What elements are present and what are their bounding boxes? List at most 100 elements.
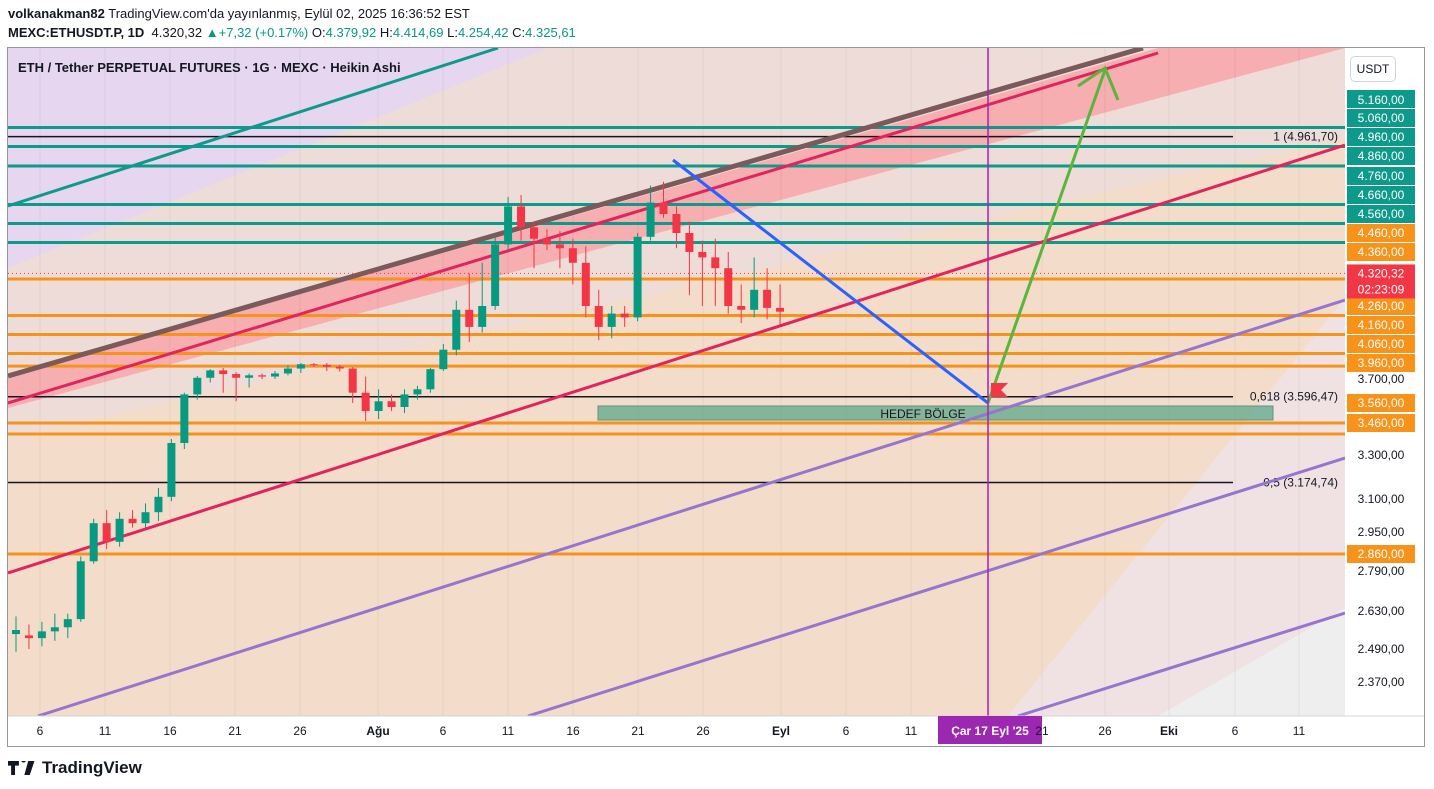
time-tick-label: 26 bbox=[1098, 724, 1112, 738]
candle-body bbox=[348, 368, 357, 393]
candle-body bbox=[517, 206, 526, 228]
price-tick-label: 4.560,00 bbox=[1358, 207, 1405, 221]
time-tick-label: 6 bbox=[37, 724, 44, 738]
price-tick-label: 3.460,00 bbox=[1358, 416, 1405, 430]
candle-body bbox=[776, 307, 785, 312]
price-tick-label: 4.260,00 bbox=[1358, 299, 1405, 313]
candle-body bbox=[206, 370, 215, 378]
price-tag-bg bbox=[1347, 90, 1415, 108]
countdown-label: 02:23:09 bbox=[1358, 282, 1405, 296]
price-tag-bg bbox=[1347, 297, 1415, 315]
candle-body bbox=[309, 364, 318, 366]
up-arrow-icon: ▲ bbox=[205, 25, 219, 40]
time-tick-label: Eki bbox=[1160, 724, 1178, 738]
candle-body bbox=[141, 512, 150, 524]
price-tick-label: 4.860,00 bbox=[1358, 149, 1405, 163]
purple-channel-2 bbox=[527, 456, 1345, 716]
price-tick-label: 2.950,00 bbox=[1358, 525, 1405, 539]
tradingview-logo-icon bbox=[8, 761, 35, 775]
price-change: +7,32 (+0.17%) bbox=[218, 25, 309, 40]
price-tick-label: 5.160,00 bbox=[1358, 93, 1405, 107]
chart-title: ETH / Tether PERPETUAL FUTURES · 1G · ME… bbox=[18, 60, 401, 75]
crosshair-date-label: Çar 17 Eyl '25 bbox=[951, 724, 1029, 738]
candle-body bbox=[685, 233, 694, 252]
candle-body bbox=[89, 523, 98, 562]
price-tag-bg bbox=[1347, 414, 1415, 432]
candle-body bbox=[24, 635, 33, 639]
price-chart[interactable]: 1 (4.961,70) 0,618 (3.596,47) 0,5 (3.174,7… bbox=[8, 48, 1425, 747]
price-tag-bg bbox=[1347, 205, 1415, 223]
candle-body bbox=[50, 627, 59, 632]
price-tick-label: 2.370,00 bbox=[1358, 675, 1405, 689]
candle-body bbox=[245, 375, 254, 378]
time-tick-label: 11 bbox=[1293, 724, 1306, 738]
teal-trendline bbox=[8, 48, 499, 208]
price-tag-bg bbox=[1347, 545, 1415, 563]
candle-body bbox=[128, 518, 137, 524]
current-price-tag bbox=[1347, 264, 1415, 299]
price-tag-bg bbox=[1347, 167, 1415, 185]
price-tick-label: 2.860,00 bbox=[1358, 547, 1405, 561]
time-tick-label: 11 bbox=[502, 724, 515, 738]
candle-body bbox=[633, 236, 642, 318]
time-tick-label: Eyl bbox=[772, 724, 790, 738]
red-channel-mid bbox=[8, 143, 1345, 575]
price-tag-bg bbox=[1347, 109, 1415, 127]
tradingview-logo[interactable]: TradingView bbox=[8, 758, 142, 778]
low-label: L: bbox=[447, 25, 458, 40]
chart-header-author: volkanakman82 TradingView.com'da yayınla… bbox=[8, 6, 470, 21]
candle-body bbox=[659, 202, 668, 214]
currency-button[interactable]: USDT bbox=[1350, 56, 1396, 82]
candle-body bbox=[400, 394, 409, 407]
high-value: 4.414,69 bbox=[392, 25, 444, 40]
candle-body bbox=[258, 375, 267, 377]
close-value: 4.325,61 bbox=[525, 25, 576, 40]
candle-body bbox=[491, 244, 500, 306]
candle-body bbox=[37, 631, 46, 639]
price-tick-label: 3.960,00 bbox=[1358, 356, 1405, 370]
current-price-label: 4.320,32 bbox=[1358, 266, 1405, 280]
chart-frame[interactable]: 1 (4.961,70) 0,618 (3.596,47) 0,5 (3.174,7… bbox=[7, 47, 1425, 747]
time-tick-label: 21 bbox=[228, 724, 242, 738]
price-tag-bg bbox=[1347, 243, 1415, 261]
candle-body bbox=[283, 368, 292, 374]
crosshair-date-tag bbox=[938, 716, 1042, 744]
time-tick-label: 16 bbox=[163, 724, 177, 738]
candle-body bbox=[413, 389, 422, 395]
time-tick-label: 11 bbox=[99, 724, 112, 738]
candle-body bbox=[763, 289, 772, 308]
last-price: 4.320,32 bbox=[151, 25, 203, 40]
candle-body bbox=[542, 238, 551, 245]
target-zone bbox=[597, 405, 1274, 421]
candle-body bbox=[607, 313, 616, 327]
time-tick-label: 26 bbox=[696, 724, 710, 738]
purple-channel-3 bbox=[1017, 611, 1345, 716]
price-tick-label: 4.060,00 bbox=[1358, 337, 1405, 351]
candle-body bbox=[219, 370, 228, 375]
time-axis bbox=[8, 716, 1424, 746]
close-label: C: bbox=[512, 25, 526, 40]
price-tag-bg bbox=[1347, 224, 1415, 242]
time-tick-label: 16 bbox=[566, 724, 580, 738]
high-label: H: bbox=[379, 25, 393, 40]
green-target-arrow bbox=[986, 69, 1107, 404]
candle-body bbox=[271, 373, 279, 377]
blue-projection-line bbox=[672, 158, 989, 405]
candle-body bbox=[361, 392, 370, 411]
time-tick-label: Ağu bbox=[366, 724, 389, 738]
candle-body bbox=[387, 401, 396, 407]
price-tick-label: 4.660,00 bbox=[1358, 188, 1405, 202]
price-tag-bg bbox=[1347, 128, 1415, 146]
price-tag-bg bbox=[1347, 147, 1415, 165]
price-tick-label: 3.700,00 bbox=[1358, 372, 1405, 386]
time-tick-label: 6 bbox=[843, 724, 850, 738]
green-arrow-head bbox=[1077, 65, 1120, 101]
candle-body bbox=[750, 289, 759, 310]
open-value: 4.379,92 bbox=[325, 25, 377, 40]
price-tick-label: 4.160,00 bbox=[1358, 318, 1405, 332]
price-tag-bg bbox=[1347, 354, 1415, 372]
candle-body bbox=[12, 630, 20, 635]
price-tick-label: 2.630,00 bbox=[1358, 604, 1405, 618]
candle-body bbox=[724, 268, 733, 306]
candle-body bbox=[167, 443, 176, 497]
